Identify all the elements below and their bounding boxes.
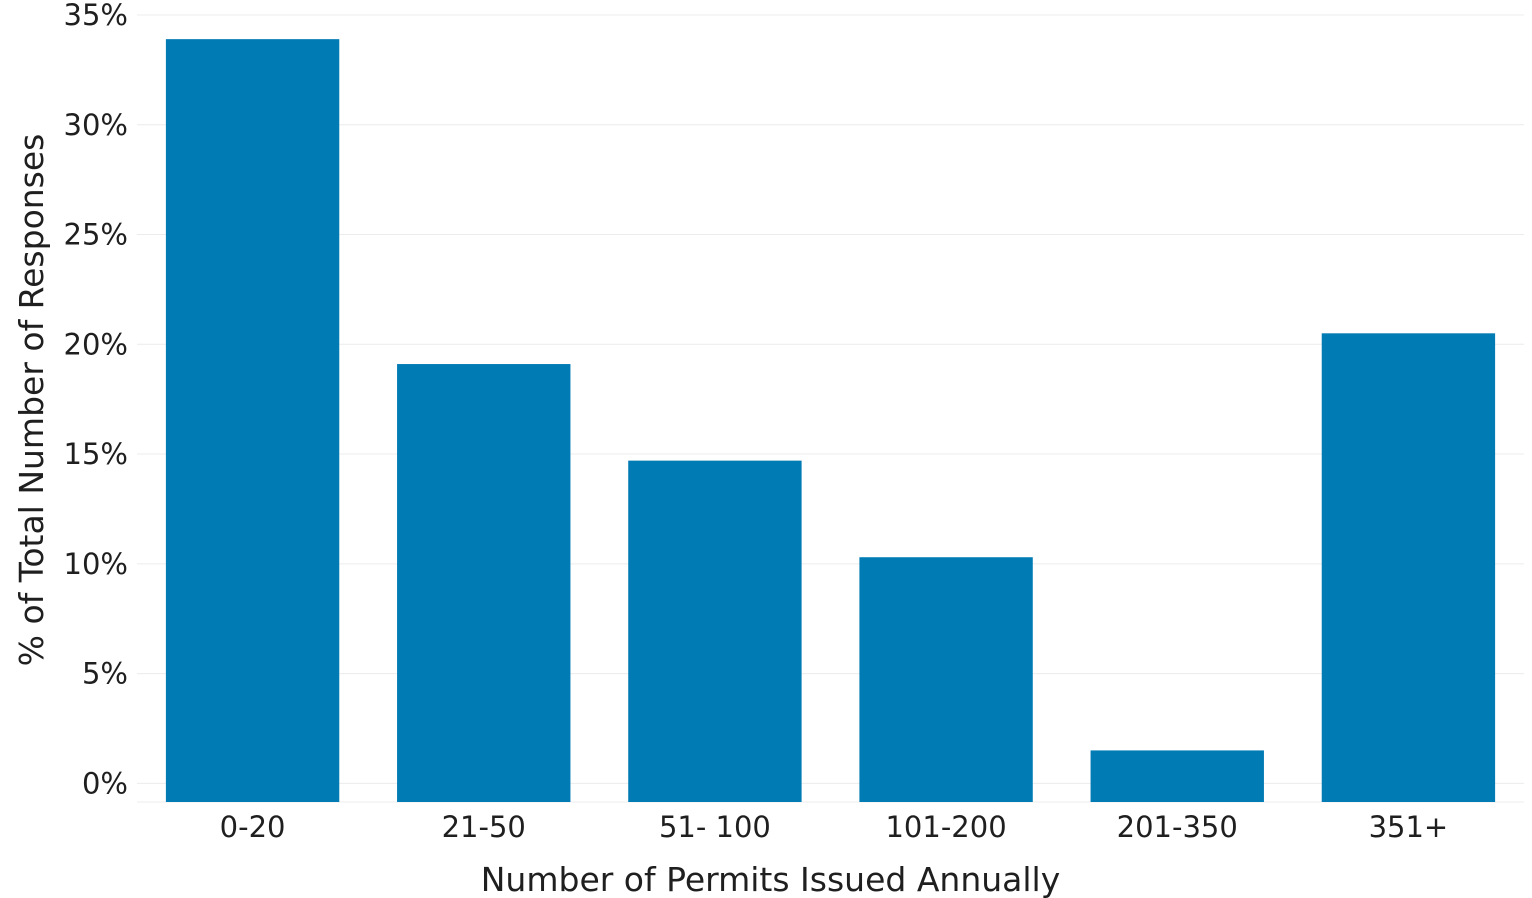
x-axis-title: Number of Permits Issued Annually <box>481 860 1060 898</box>
y-tick-label-20: 20% <box>64 327 128 361</box>
y-axis-title: % of Total Number of Responses <box>12 134 51 667</box>
y-tick-label-30: 30% <box>64 108 128 142</box>
x-tick-label-51-100: 51- 100 <box>659 810 771 844</box>
bar-351+ <box>1321 333 1496 802</box>
x-tick-label-21-50: 21-50 <box>442 810 526 844</box>
y-axis-ticks: 0% 5% 10% 15% 20% 25% 30% 35% <box>64 0 128 800</box>
x-tick-label-0-20: 0-20 <box>220 810 286 844</box>
bar-51-100 <box>628 460 802 802</box>
y-tick-label-10: 10% <box>64 547 128 581</box>
y-tick-label-15: 15% <box>64 437 128 471</box>
y-tick-label-35: 35% <box>64 0 128 32</box>
x-axis-ticks: 0-20 21-50 51- 100 101-200 201-350 351+ <box>220 810 1449 844</box>
bar-201-350 <box>1090 750 1264 802</box>
x-tick-label-101-200: 101-200 <box>885 810 1006 844</box>
x-tick-label-351+: 351+ <box>1369 810 1449 844</box>
y-tick-label-25: 25% <box>64 218 128 252</box>
bar-101-200 <box>859 557 1033 802</box>
bars <box>165 39 1496 803</box>
gridlines <box>137 14 1524 803</box>
y-tick-label-5: 5% <box>82 657 128 691</box>
y-tick-label-0: 0% <box>82 766 128 800</box>
bar-21-50 <box>397 364 571 802</box>
x-tick-label-201-350: 201-350 <box>1117 810 1238 844</box>
bar-0-20 <box>165 39 340 803</box>
